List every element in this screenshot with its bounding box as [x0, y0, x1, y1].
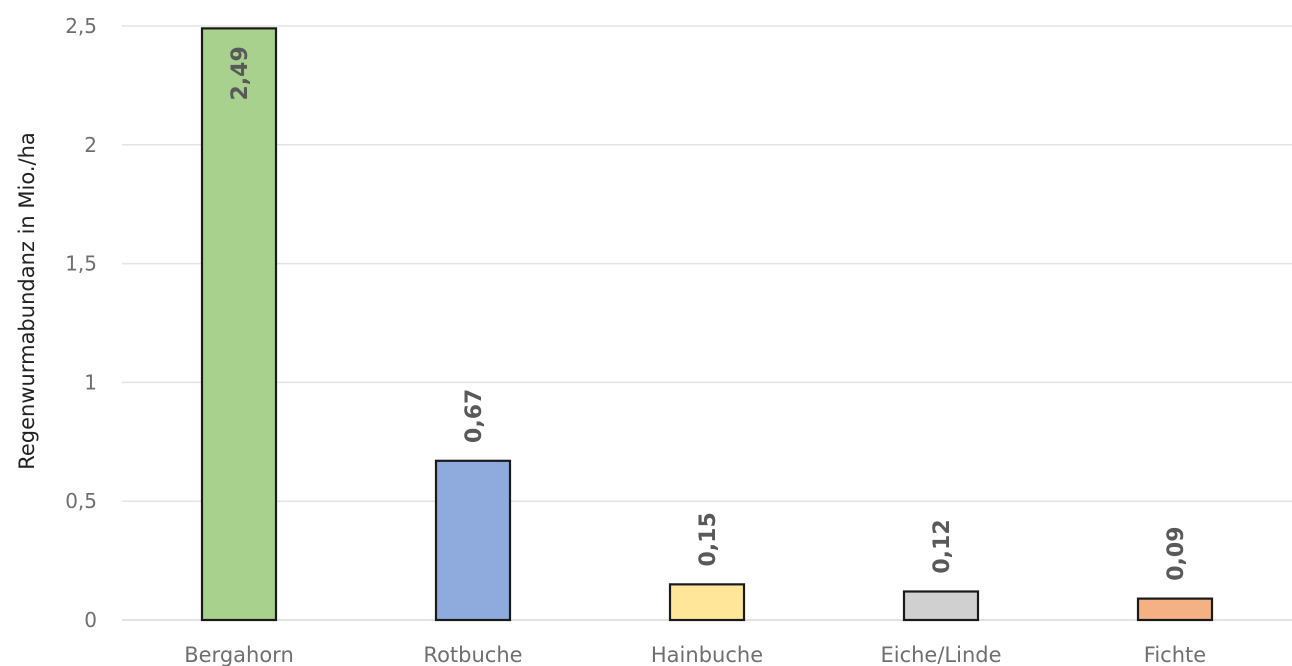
- bar: [668, 583, 746, 622]
- x-axis-ticks: Bergahorn Rotbuche Hainbuche Eiche/Linde Fic…: [184, 643, 1206, 666]
- y-tick-label: 1,5: [65, 252, 97, 276]
- data-label: 2,49: [228, 46, 253, 100]
- data-labels: 2,49 0,67 0,15 0,12 0,09: [228, 46, 1189, 581]
- x-tick-label: Eiche/Linde: [880, 643, 1001, 666]
- data-label: 0,09: [1164, 526, 1189, 580]
- data-label: 0,15: [696, 512, 721, 566]
- bars: [200, 27, 1214, 622]
- gridlines: [122, 25, 1292, 621]
- y-tick-label: 0: [84, 608, 97, 632]
- y-tick-label: 1: [84, 370, 97, 394]
- y-axis-ticks: 0 0,5 1 1,5 2 2,5: [65, 14, 97, 632]
- y-tick-label: 0,5: [65, 489, 97, 513]
- y-tick-label: 2,5: [65, 14, 97, 38]
- data-label: 0,67: [462, 389, 487, 443]
- data-label: 0,12: [930, 519, 955, 573]
- bar: [200, 27, 278, 622]
- x-tick-label: Rotbuche: [423, 643, 522, 666]
- bar: [902, 590, 980, 622]
- y-tick-label: 2: [84, 133, 97, 157]
- x-tick-label: Hainbuche: [651, 643, 763, 666]
- y-axis-label: Regenwurmabundanz in Mio./ha: [15, 132, 39, 470]
- x-tick-label: Bergahorn: [184, 643, 294, 666]
- x-tick-label: Fichte: [1144, 643, 1206, 666]
- bar: [1136, 597, 1214, 622]
- bar: [434, 459, 512, 622]
